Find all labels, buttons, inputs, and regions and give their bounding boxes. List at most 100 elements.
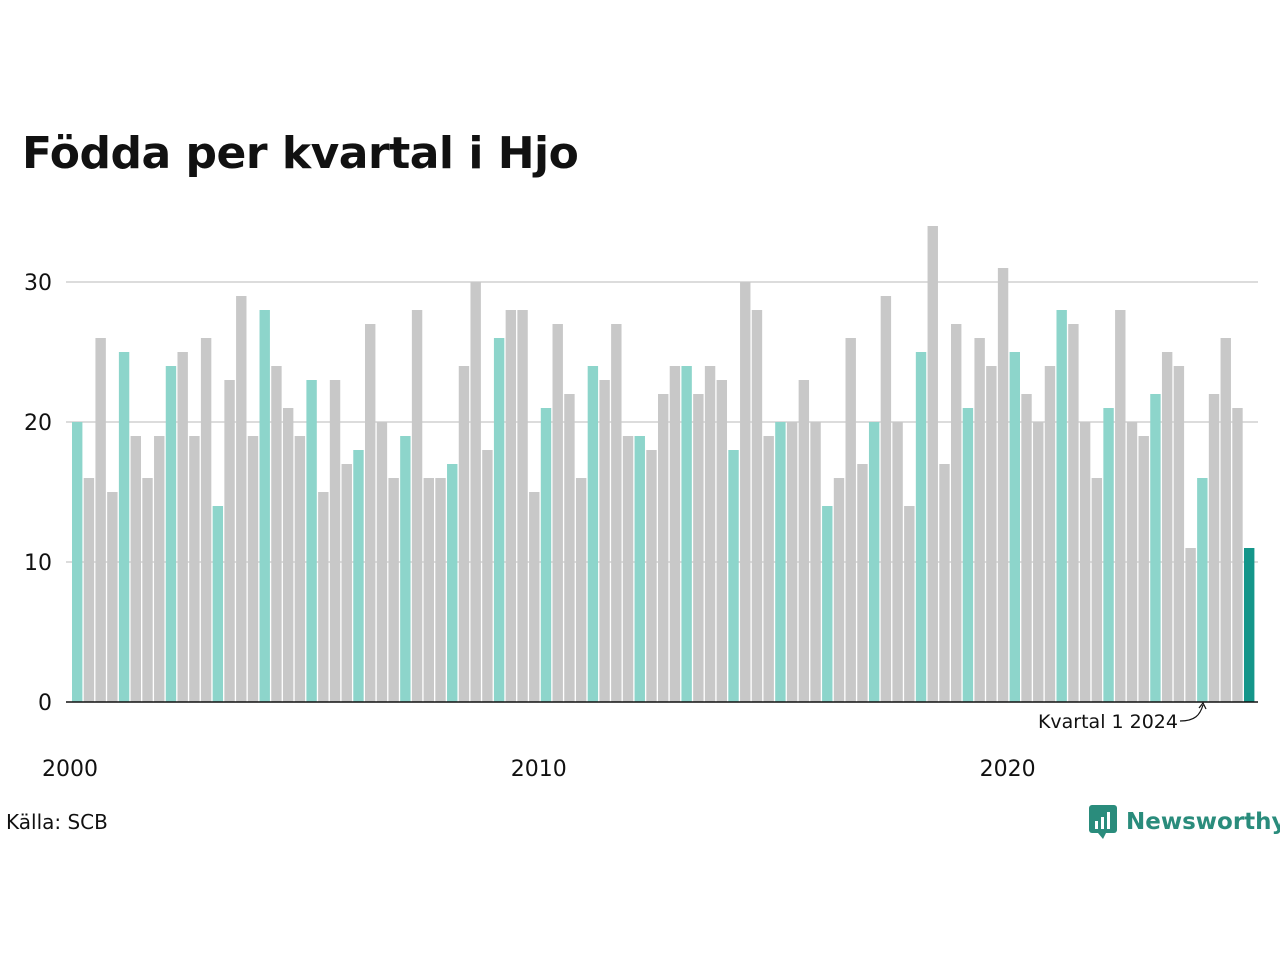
newsworthy-logo-icon	[1089, 805, 1117, 839]
bar	[458, 366, 470, 702]
bar	[1208, 394, 1220, 702]
bar	[1185, 548, 1196, 702]
bar	[693, 394, 704, 702]
bar	[493, 338, 505, 702]
annotation-label: Kvartal 1 2024	[1038, 711, 1178, 733]
bar	[857, 464, 868, 702]
bar	[845, 338, 856, 702]
bar	[95, 338, 106, 702]
bar	[646, 450, 657, 702]
bar	[470, 282, 481, 702]
bar	[1068, 324, 1079, 702]
bar	[1009, 352, 1020, 702]
bar	[704, 366, 716, 702]
bar	[974, 338, 985, 702]
y-tick-label: 20	[24, 411, 52, 436]
bar	[822, 506, 833, 702]
x-tick-label: 2000	[42, 757, 98, 782]
brand-name: Newsworthy	[1126, 809, 1280, 835]
bar	[1173, 366, 1185, 702]
bar	[224, 380, 235, 702]
source-note: Källa: SCB	[6, 810, 108, 834]
bar	[505, 310, 517, 702]
annotation-arrowhead	[1198, 701, 1207, 710]
latest-annotation: Kvartal 1 2024	[1038, 701, 1207, 733]
bar	[154, 436, 165, 702]
bar	[1021, 394, 1032, 702]
brand-logo: Newsworthy	[1088, 804, 1280, 840]
bar	[411, 310, 423, 702]
bar	[833, 478, 845, 702]
bar	[130, 436, 141, 702]
bar	[904, 506, 915, 702]
bar	[118, 352, 130, 702]
bar	[1044, 366, 1056, 702]
bar	[365, 324, 376, 702]
bar	[634, 436, 645, 702]
bars	[72, 226, 1255, 702]
y-tick-label: 10	[24, 551, 52, 576]
bar	[259, 310, 270, 702]
bar	[564, 394, 575, 702]
y-tick-label: 30	[24, 271, 52, 296]
bar	[1220, 338, 1231, 702]
bar	[986, 366, 997, 702]
bar	[892, 422, 903, 702]
bar	[329, 380, 341, 702]
bar	[1033, 422, 1044, 702]
bar	[189, 436, 200, 702]
bar	[927, 226, 938, 702]
bar	[83, 478, 95, 702]
bar	[669, 366, 681, 702]
bar	[951, 324, 962, 702]
bar	[786, 422, 798, 702]
bar	[353, 450, 364, 702]
bar	[107, 492, 118, 702]
bar	[1244, 548, 1255, 702]
bar	[552, 324, 563, 702]
bar	[1103, 408, 1114, 702]
bar	[72, 422, 83, 702]
bar	[915, 352, 927, 702]
bar	[177, 352, 188, 702]
bar	[247, 436, 259, 702]
bar	[622, 436, 634, 702]
y-axis-ticks: 0 10 20 30	[24, 271, 52, 716]
x-tick-label: 2010	[511, 757, 567, 782]
bar	[1232, 408, 1243, 702]
bar	[587, 366, 599, 702]
bar	[880, 296, 892, 702]
bar	[376, 422, 388, 702]
bar	[1079, 422, 1091, 702]
bar	[540, 408, 552, 702]
bar	[728, 450, 739, 702]
bar	[1056, 310, 1067, 702]
bar	[423, 478, 434, 702]
bar	[716, 380, 727, 702]
x-tick-label: 2020	[980, 757, 1036, 782]
bar	[740, 282, 751, 702]
bar	[482, 450, 493, 702]
bar	[763, 436, 774, 702]
bar	[681, 366, 692, 702]
bar	[435, 478, 446, 702]
bar	[611, 324, 622, 702]
bar	[236, 296, 247, 702]
bar	[271, 366, 282, 702]
bar	[575, 478, 587, 702]
bar	[529, 492, 540, 702]
bar	[388, 478, 399, 702]
bar	[1161, 352, 1173, 702]
bar	[1115, 310, 1126, 702]
bar	[962, 408, 974, 702]
bar	[939, 464, 950, 702]
bar	[142, 478, 153, 702]
bar	[294, 436, 306, 702]
bar	[997, 268, 1009, 702]
bar	[165, 366, 177, 702]
annotation-arrow	[1179, 704, 1204, 722]
bar	[318, 492, 329, 702]
x-axis-ticks: 2000 2010 2020	[42, 757, 1036, 782]
bar	[306, 380, 317, 702]
bar	[517, 310, 528, 702]
